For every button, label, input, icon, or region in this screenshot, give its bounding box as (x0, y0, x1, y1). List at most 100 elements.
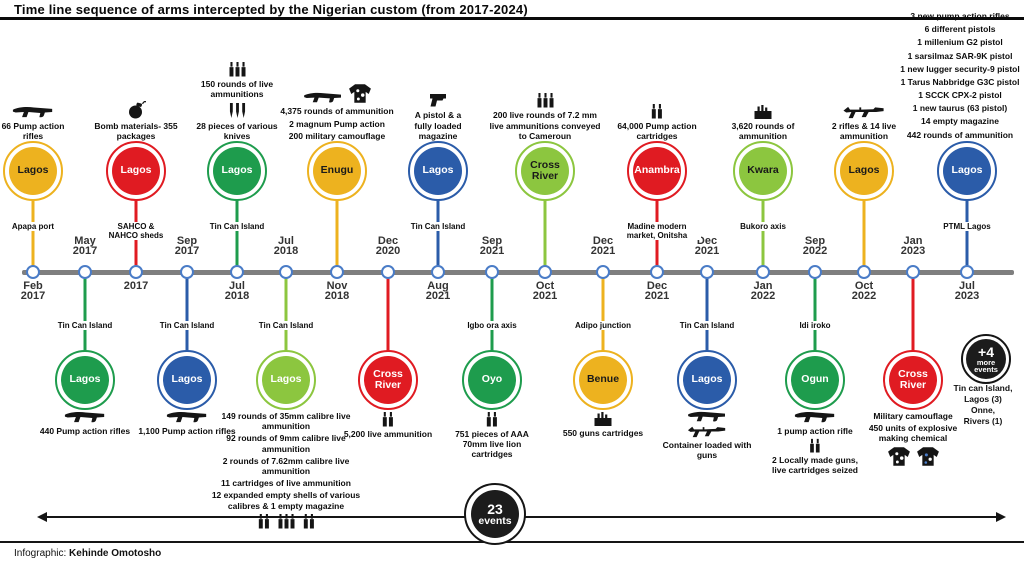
event-connector (543, 199, 547, 267)
event-location: SAHCO & NAHCO sheds (103, 222, 169, 241)
event-date: Sep 2021 (479, 235, 505, 258)
credit-author: Kehinde Omotosho (69, 548, 162, 559)
event-connector (911, 274, 915, 352)
event-date: Dec 2021 (644, 280, 670, 303)
timeline-marker (650, 265, 664, 279)
state-circle: Lagos (3, 141, 63, 201)
event-description: 2 rifles & 14 live ammunition (816, 105, 912, 141)
event-description: 1 pump action rifle 2 Locally made guns,… (765, 411, 865, 476)
event-description: 440 Pump action rifles (35, 411, 135, 436)
event-description: 1,100 Pump action rifles (137, 411, 237, 436)
event-date: Dec 2021 (590, 235, 616, 258)
event-date: Oct 2021 (532, 280, 558, 303)
knives-icon (227, 102, 248, 119)
timeline-marker (960, 265, 974, 279)
event-date: Nov 2018 (324, 280, 350, 303)
event-description: 149 rounds of 35mm calibre live ammuniti… (210, 411, 362, 529)
pump-action-rifle-icon (686, 411, 728, 423)
state-circle: Lagos (408, 141, 468, 201)
timeline-marker (596, 265, 610, 279)
event-location: Adipo junction (563, 321, 643, 331)
timeline-marker (180, 265, 194, 279)
event-location: Apapa port (0, 222, 73, 232)
state-circle: Enugu (307, 141, 367, 201)
infographic-credit: Infographic: Kehinde Omotosho (14, 548, 161, 559)
timeline-marker (230, 265, 244, 279)
pistol-icon (429, 92, 447, 108)
event-location: Tin Can Island (147, 321, 227, 331)
ammo-rounds-icon (485, 411, 499, 427)
timeline-marker (78, 265, 92, 279)
event-connector (965, 199, 969, 267)
more-events-detail: Tin can Island, Lagos (3) Onne, Rivers (… (953, 383, 1013, 427)
timeline-marker (279, 265, 293, 279)
event-connector (335, 199, 339, 267)
event-location: Idi iroko (775, 321, 855, 331)
state-circle: Ogun (785, 350, 845, 410)
state-circle: Lagos (106, 141, 166, 201)
event-date: Jul 2018 (224, 280, 250, 303)
state-circle: Oyo (462, 350, 522, 410)
event-date: Feb 2017 (20, 280, 46, 303)
timeline-marker (808, 265, 822, 279)
event-connector (813, 274, 817, 352)
state-circle: Cross River (515, 141, 575, 201)
timeline-marker (26, 265, 40, 279)
event-date: 2017 (123, 280, 149, 292)
ammo-rounds-icon (227, 61, 248, 77)
state-circle: Cross River (358, 350, 418, 410)
right-arrowhead-icon (996, 512, 1006, 522)
event-connector (31, 199, 35, 267)
event-date: Jan 2023 (900, 235, 926, 258)
event-connector (386, 274, 390, 352)
event-date: Sep 2017 (174, 235, 200, 258)
event-description: 150 rounds of live ammunitions 28 pieces… (189, 61, 285, 141)
event-connector (185, 274, 189, 352)
event-connector (83, 274, 87, 352)
timeline-marker (381, 265, 395, 279)
pump-action-rifle-icon (794, 411, 836, 424)
event-location: Tin Can Island (246, 321, 326, 331)
event-location: Madine modern market, Onitsha (613, 222, 701, 241)
event-date: Dec 2021 (694, 235, 720, 258)
ammo-rounds-icon (535, 92, 556, 108)
credit-label: Infographic: (14, 548, 67, 559)
events-count-badge: 23 events (464, 483, 526, 545)
timeline-marker (906, 265, 920, 279)
state-circle: Benue (573, 350, 633, 410)
event-description: A pistol & a fully loaded magazine (405, 92, 471, 141)
event-description: 3 new pump action rifles 6 different pis… (900, 11, 1020, 140)
event-date: Jan 2022 (750, 280, 776, 303)
event-date: May 2017 (72, 235, 98, 258)
timeline-marker (857, 265, 871, 279)
event-location: Tin Can Island (45, 321, 125, 331)
timeline-marker (485, 265, 499, 279)
state-circle: Cross River (883, 350, 943, 410)
bomb-icon (127, 100, 146, 119)
event-date: Oct 2022 (851, 280, 877, 303)
ammo-rounds-icon (381, 411, 395, 427)
event-date: Sep 2022 (802, 235, 828, 258)
camouflage-icon (916, 446, 940, 467)
event-date: Dec 2020 (375, 235, 401, 258)
event-location: PTML Lagos (927, 222, 1007, 232)
left-arrowhead-icon (37, 512, 47, 522)
event-description: 4,375 rounds of ammunition 2 magnum Pump… (276, 83, 398, 141)
timeline-marker (700, 265, 714, 279)
timeline-marker (538, 265, 552, 279)
state-circle: Lagos (834, 141, 894, 201)
event-description: Military camouflage 450 units of explosi… (853, 411, 973, 467)
event-date: Jul 2023 (954, 280, 980, 303)
timeline-marker (330, 265, 344, 279)
state-circle: Lagos (256, 350, 316, 410)
event-location: Tin Can Island (398, 222, 478, 232)
event-description: 3,620 rounds of ammunition (722, 104, 804, 141)
event-location: Bukoro axis (738, 222, 788, 232)
event-connector (705, 274, 709, 352)
event-connector (284, 274, 288, 352)
event-description: 64,000 Pump action cartridges (611, 103, 703, 141)
state-circle: Lagos (937, 141, 997, 201)
pump-action-rifle-icon (12, 106, 54, 119)
event-connector (436, 199, 440, 267)
